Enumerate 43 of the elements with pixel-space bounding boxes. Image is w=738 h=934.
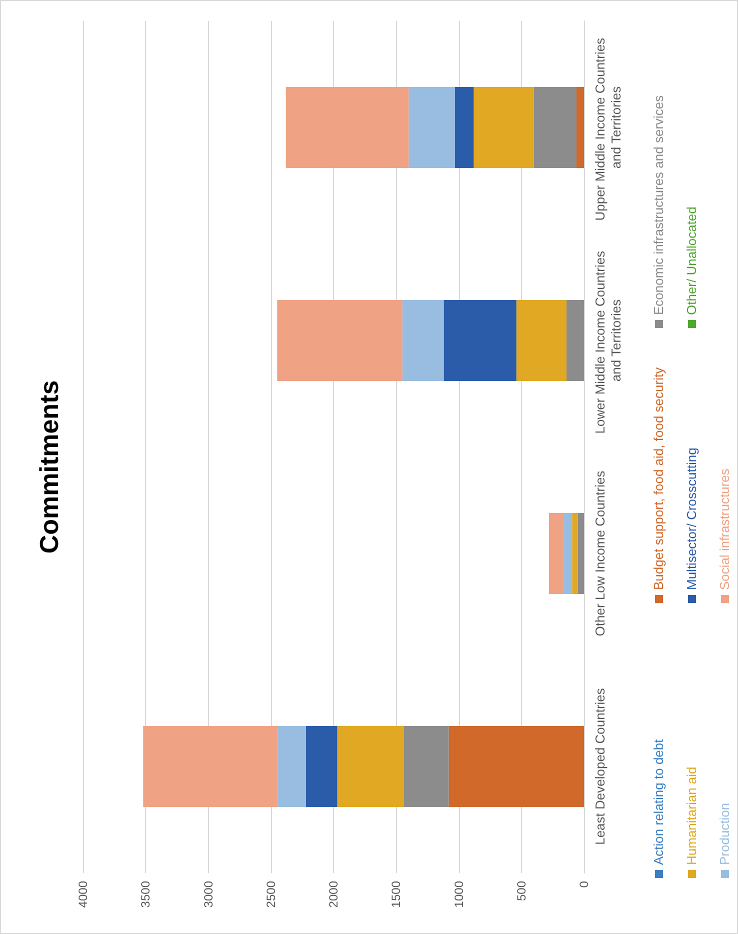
y-tick-label: Lower Middle Income Countries and Territories <box>592 247 624 434</box>
bar <box>534 87 576 168</box>
x-tick-label: 2000 <box>326 880 340 908</box>
bar <box>572 513 578 594</box>
legend-label: Other/ Unallocated <box>684 206 699 315</box>
legend-label: Action relating to debt <box>651 739 666 865</box>
bar <box>474 87 534 168</box>
bar <box>277 300 402 381</box>
y-tick-label: Least Developed Countries <box>592 688 608 845</box>
text: Social infrastructures <box>717 468 732 590</box>
bar <box>448 726 584 807</box>
text: Budget support, food aid, food security <box>651 367 666 590</box>
x-tick-label: 2500 <box>264 880 278 908</box>
x-tick-label: 0 <box>577 880 591 888</box>
bar <box>578 513 584 594</box>
x-tick-label: 3000 <box>201 880 216 908</box>
x-tick-label: 4000 <box>76 880 90 908</box>
bar <box>277 726 306 807</box>
y-tick-label: Upper Middle Income Countries and Territories <box>592 34 624 221</box>
bar <box>306 726 338 807</box>
bar <box>548 513 564 594</box>
bar <box>444 300 516 381</box>
bar <box>143 726 278 807</box>
bar <box>404 726 449 807</box>
text: Economic infrastructures and services <box>651 95 666 315</box>
text: Multisector/ Crosscutting <box>684 448 699 590</box>
x-tick-label: 1500 <box>389 880 404 908</box>
bar <box>566 300 584 381</box>
bar <box>454 87 474 168</box>
bar <box>576 87 584 168</box>
bar <box>564 513 572 594</box>
bar <box>337 726 404 807</box>
bar <box>516 300 566 381</box>
x-tick-label: 3500 <box>138 880 153 908</box>
text: Commitments <box>34 380 64 554</box>
bar <box>286 87 409 168</box>
x-tick-label: 500 <box>514 880 528 902</box>
text: Humanitarian aid <box>684 766 699 865</box>
text: Production <box>717 802 732 865</box>
x-tick-label: 1000 <box>452 880 466 908</box>
y-tick-label: Other Low Income Countries <box>592 470 608 636</box>
bar <box>402 300 444 381</box>
bar <box>408 87 455 168</box>
